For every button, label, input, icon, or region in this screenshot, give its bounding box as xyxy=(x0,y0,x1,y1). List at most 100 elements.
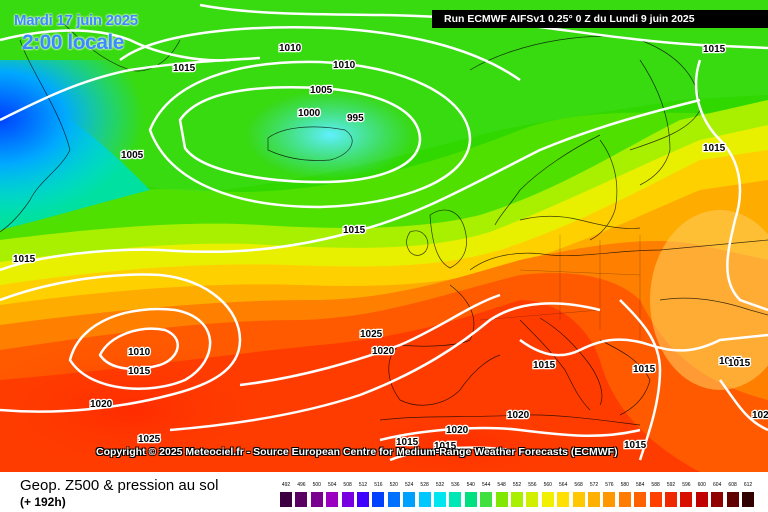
isobar-label: 1010 xyxy=(279,43,302,54)
scale-color-swatch xyxy=(464,492,477,507)
isobar-label: 1015 xyxy=(396,437,419,448)
scale-value-label: 612 xyxy=(743,482,753,488)
isobar-label: 1020 xyxy=(90,399,113,410)
isobar-label: 1020 xyxy=(752,410,768,421)
scale-color-swatch xyxy=(695,492,708,507)
scale-value-label: 532 xyxy=(435,482,445,488)
isobar-1020-atlantic xyxy=(0,273,242,413)
scale-value-label: 504 xyxy=(328,482,337,488)
lead-time: (+ 192h) xyxy=(20,495,66,509)
scale-color-swatch xyxy=(726,492,739,507)
forecast-date: Mardi 17 juin 2025 xyxy=(14,12,138,29)
scale-value-label: 516 xyxy=(374,482,383,488)
scale-color-swatch xyxy=(357,492,369,507)
scale-color-swatch xyxy=(341,492,354,507)
map-canvas: 1010 1010 1015 1005 1000 995 1005 1015 1… xyxy=(0,0,768,472)
scale-color-swatch xyxy=(449,492,462,507)
isobar-1020-iberia xyxy=(239,293,501,387)
isobar-label: 1000 xyxy=(298,108,321,119)
isobar-label: 1015 xyxy=(434,441,457,452)
scale-value-label: 552 xyxy=(512,482,522,488)
scale-color-swatch xyxy=(310,492,323,507)
weather-map: 1010 1010 1015 1005 1000 995 1005 1015 1… xyxy=(0,0,768,472)
isobar-label-group: 1010 1010 1015 1005 1000 995 1005 1015 1… xyxy=(12,42,768,454)
scale-value-label: 540 xyxy=(466,482,475,488)
isobar-1015-med xyxy=(519,333,768,357)
isobar-label: 1020 xyxy=(446,425,469,436)
isobar-label: 1005 xyxy=(121,150,144,161)
scale-value-label: 568 xyxy=(574,482,583,488)
scale-value-label: 580 xyxy=(620,482,629,488)
scale-color-swatch xyxy=(526,492,539,507)
finland-coast xyxy=(639,59,671,186)
italy-east-coast xyxy=(539,317,603,406)
isobar-1005 xyxy=(148,60,472,209)
scale-color-swatch xyxy=(511,492,523,507)
scale-value-label: 524 xyxy=(405,482,414,488)
greenland-coast xyxy=(0,39,71,233)
scale-value-label: 528 xyxy=(420,482,429,488)
norway-coast xyxy=(494,134,601,226)
scale-value-label: 564 xyxy=(559,482,568,488)
scale-value-label: 544 xyxy=(482,482,491,488)
isobar-1010-north xyxy=(119,26,521,82)
isobar-1000 xyxy=(178,85,422,184)
isobar-label: 1015 xyxy=(633,364,656,375)
country-borders xyxy=(479,235,641,340)
isobar-label: 1015 xyxy=(728,358,751,369)
field-name: Geop. Z500 & pression au sol xyxy=(20,477,219,494)
isobar-label: 1015 xyxy=(128,366,151,377)
isobar-1020-south xyxy=(389,446,511,462)
scale-value-label: 556 xyxy=(528,482,537,488)
scale-value-label: 508 xyxy=(343,482,352,488)
isobar-label: 1015 xyxy=(703,44,726,55)
scale-value-label: 520 xyxy=(389,482,398,488)
scale-value-label: 608 xyxy=(728,482,737,488)
copyright-notice: Copyright © 2025 Meteociel.fr - Source E… xyxy=(96,446,618,458)
balkans-coast xyxy=(599,339,651,416)
scale-color-swatch xyxy=(495,492,508,507)
great-britain xyxy=(429,209,467,269)
isobar-label: 995 xyxy=(347,113,364,124)
scale-color-swatch xyxy=(387,492,400,507)
scale-value-label: 592 xyxy=(666,482,676,488)
isobar-label: 1015 xyxy=(624,440,647,451)
scale-color-swatch xyxy=(603,492,616,507)
scale-value-label: 512 xyxy=(358,482,368,488)
isobar-1010-low xyxy=(98,327,179,371)
scale-value-label: 596 xyxy=(682,482,691,488)
scale-color-swatch xyxy=(680,492,693,507)
scale-color-swatch xyxy=(634,492,647,507)
north-europe-coast xyxy=(469,239,768,271)
isobar-1015-low xyxy=(68,307,212,390)
isobar-label: 1010 xyxy=(128,347,151,358)
color-scale: 492 496 500 504 508 512 516 520 524 528 532 536 540 5… xyxy=(280,480,760,512)
isobar-label: 1020 xyxy=(372,346,395,357)
black-sea-coast xyxy=(659,297,768,316)
scale-color-swatch xyxy=(326,492,339,507)
scale-value-label: 576 xyxy=(605,482,614,488)
scale-color-swatch xyxy=(434,492,446,507)
scale-value-label: 604 xyxy=(713,482,722,488)
scandinavia-north xyxy=(469,35,701,151)
scale-value-label: 548 xyxy=(497,482,506,488)
legend-footer: Geop. Z500 & pression au sol (+ 192h) 49… xyxy=(0,472,768,512)
scale-color-swatch xyxy=(480,492,493,507)
isobar-1015-south xyxy=(379,426,641,442)
iceland-cold-core xyxy=(245,90,415,180)
isobars xyxy=(0,3,768,462)
isobar-label: 1015 xyxy=(343,225,366,236)
iceland xyxy=(267,126,353,161)
scale-value-label: 560 xyxy=(543,482,552,488)
italy-west-coast xyxy=(519,319,591,411)
model-run-info: Run ECMWF AIFSv1 0.25° 0 Z du Lundi 9 ju… xyxy=(432,10,768,28)
scale-color-swatch xyxy=(572,492,585,507)
scale-color-swatch xyxy=(295,492,308,507)
scale-color-swatch xyxy=(541,492,554,507)
isobar-1015-balkans xyxy=(619,299,662,461)
north-africa-coast xyxy=(379,414,641,426)
hot-core-atlantic xyxy=(0,340,290,472)
isobar-1015-east xyxy=(694,59,768,312)
isobar-label: 1015 xyxy=(173,63,196,74)
scale-color-swatch xyxy=(618,492,631,507)
